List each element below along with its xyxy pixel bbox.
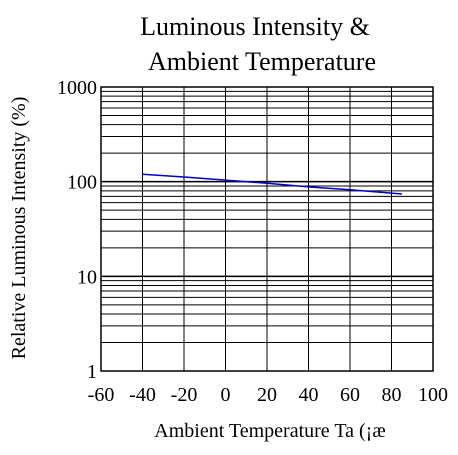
x-tick-label: 0 [221, 384, 231, 406]
grid [101, 87, 433, 371]
x-tick-label: -20 [171, 384, 198, 406]
x-tick-label: -60 [88, 384, 115, 406]
x-tick-label: 80 [382, 384, 402, 406]
x-tick-label: 100 [418, 384, 448, 406]
y-tick-label: 1 [87, 361, 97, 383]
y-axis-label: Relative Luminous Intensity (%) [8, 97, 30, 360]
y-tick-label: 1000 [57, 77, 97, 99]
chart-title-line-2: Ambient Temperature [148, 47, 376, 76]
y-tick-label: 100 [67, 172, 97, 194]
series-line [142, 173, 402, 195]
x-tick-label: 40 [299, 384, 319, 406]
chart-title-line-1: Luminous Intensity & [140, 12, 370, 41]
x-tick-labels: -60 -40 -20 0 20 40 60 80 100 [88, 384, 448, 406]
data-series [142, 173, 402, 195]
x-axis-label: Ambient Temperature Ta (¡æ [154, 420, 385, 442]
x-tick-label: -40 [129, 384, 156, 406]
plot-frame [100, 86, 434, 372]
x-tick-label: 60 [340, 384, 360, 406]
y-tick-label: 10 [77, 266, 97, 288]
y-tick-labels: 1 10 100 1000 [57, 77, 97, 383]
x-tick-label: 20 [257, 384, 277, 406]
